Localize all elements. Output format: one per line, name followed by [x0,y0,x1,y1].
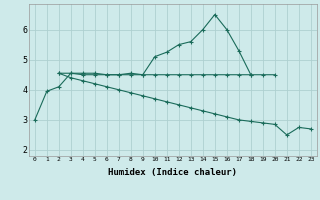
X-axis label: Humidex (Indice chaleur): Humidex (Indice chaleur) [108,168,237,177]
